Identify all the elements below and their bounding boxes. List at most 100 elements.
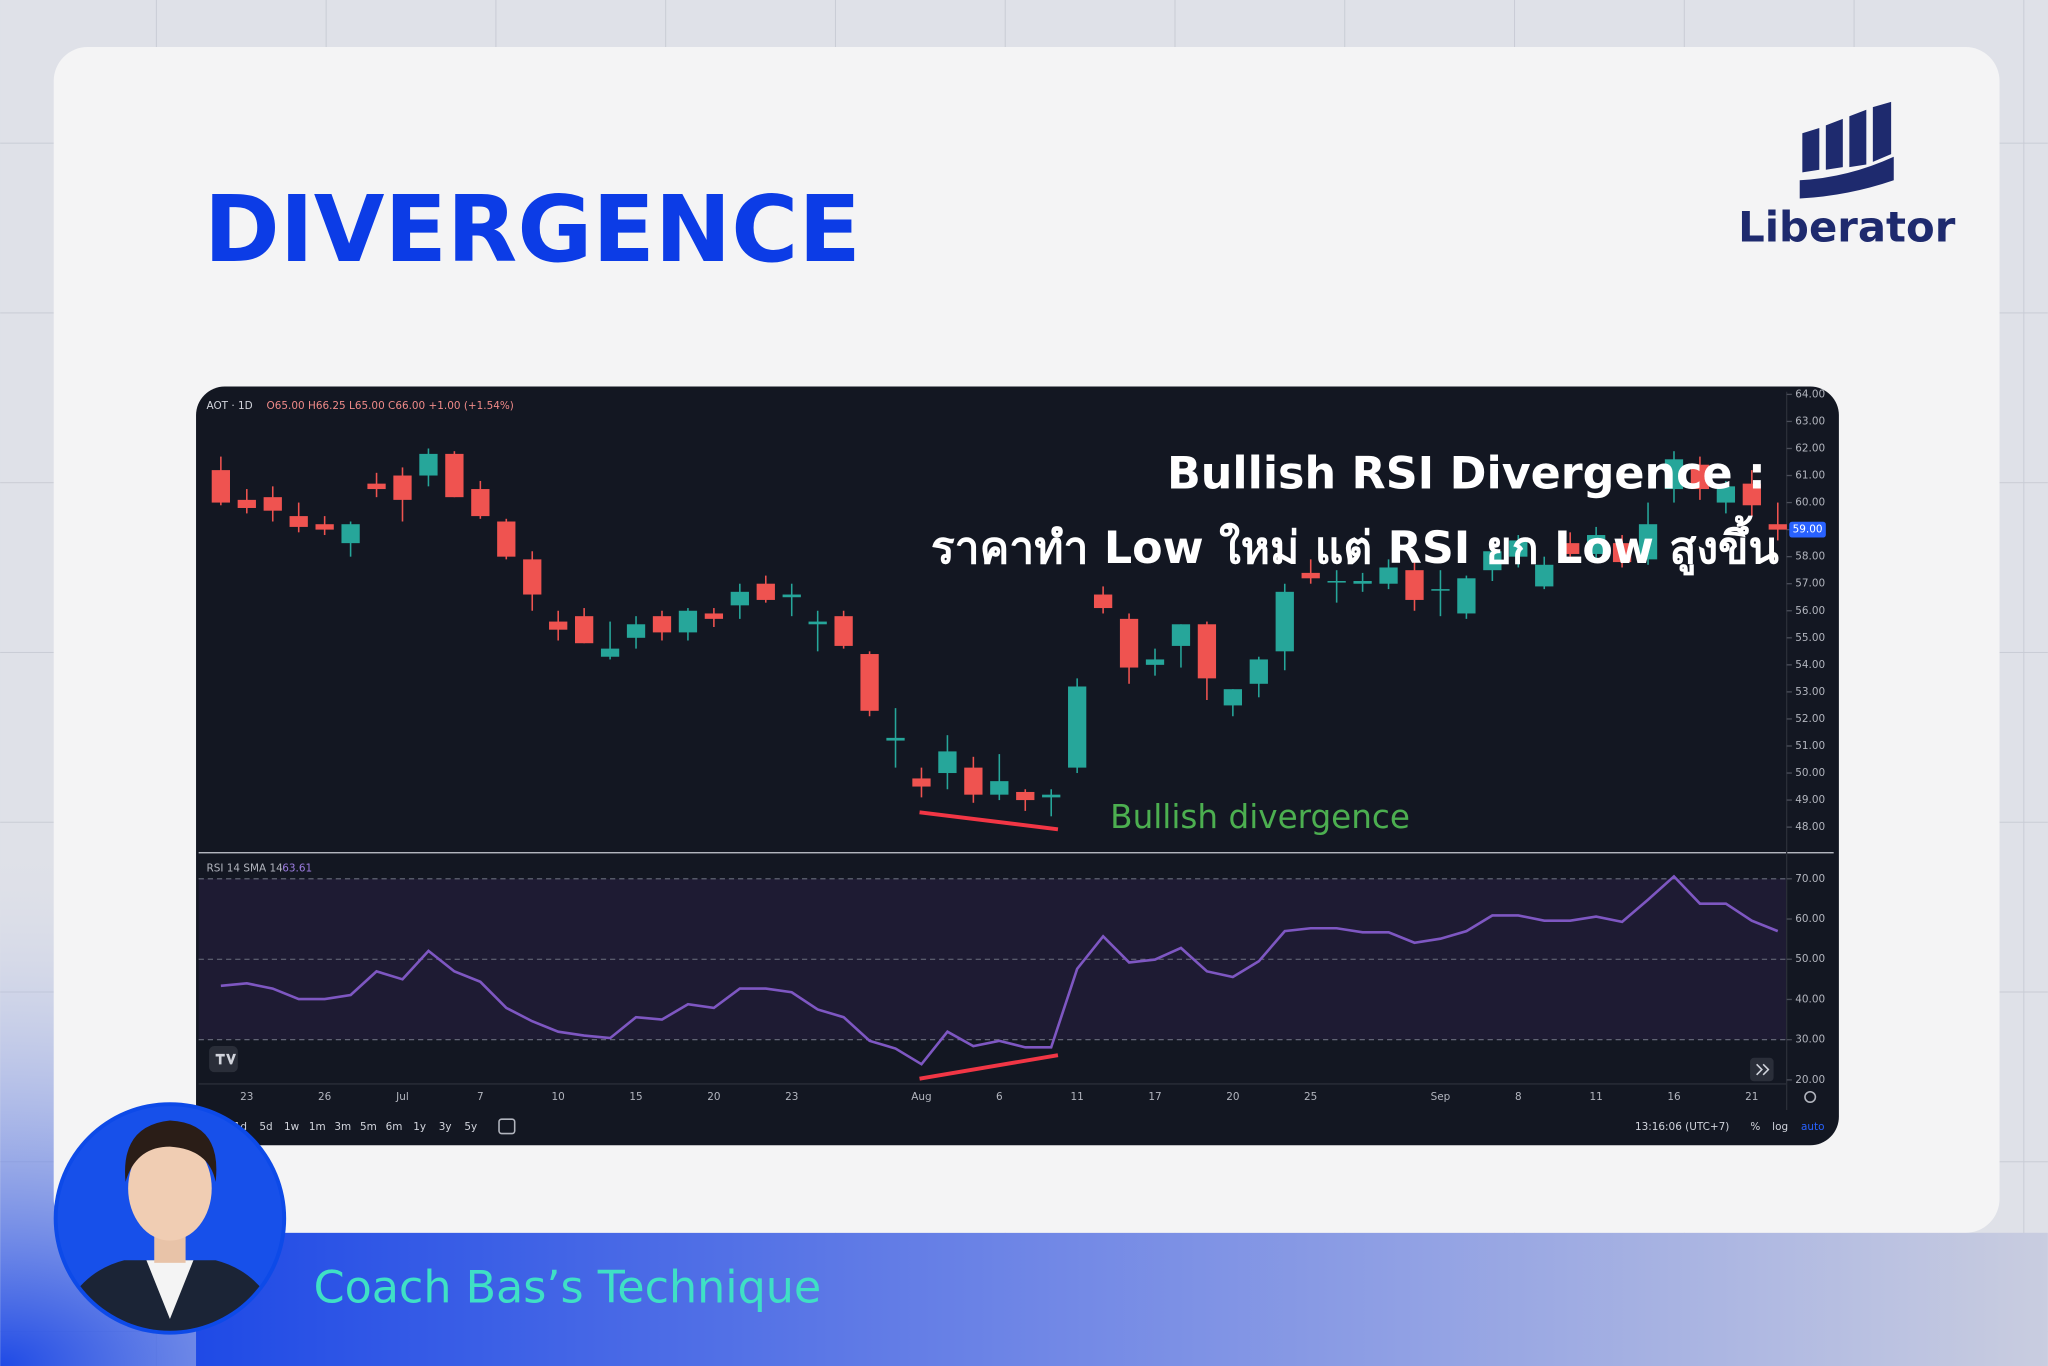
rsi-band-fill bbox=[198, 878, 1787, 1040]
range-button[interactable]: 5m bbox=[360, 1121, 377, 1133]
candle-body bbox=[1379, 567, 1398, 584]
range-button[interactable]: 5y bbox=[464, 1121, 477, 1133]
candle-body bbox=[237, 499, 256, 508]
y-tick-label: 64.00 bbox=[1795, 388, 1825, 400]
candle-body bbox=[574, 616, 594, 644]
symbol-label: AOT · 1D bbox=[206, 400, 252, 412]
settings-icon[interactable] bbox=[1804, 1090, 1817, 1103]
x-tick-label: 25 bbox=[1304, 1091, 1317, 1103]
y-tick-label: 40.00 bbox=[1795, 993, 1825, 1005]
candle-body bbox=[1690, 464, 1710, 490]
candle-body bbox=[1275, 591, 1294, 652]
x-tick-label: Sep bbox=[1431, 1091, 1451, 1103]
scale-option[interactable]: % bbox=[1750, 1121, 1760, 1133]
rsi-value: 63.61 bbox=[282, 862, 312, 874]
candle-body bbox=[1586, 535, 1606, 554]
page-title: DIVERGENCE bbox=[204, 176, 861, 283]
rsi-title: RSI 14 SMA 14 bbox=[206, 862, 283, 874]
plot: 64.00 63.00 62.00 61.00 60.00 59.00 58.00 57.00… bbox=[198, 388, 1826, 1103]
x-tick-label: 11 bbox=[1589, 1091, 1602, 1103]
logo-mark bbox=[1799, 101, 1894, 199]
caption-band bbox=[196, 1232, 2048, 1366]
scroll-icon bbox=[1756, 1063, 1770, 1076]
x-tick-label: 8 bbox=[1515, 1091, 1522, 1103]
candle-body bbox=[1561, 543, 1580, 554]
candle-body bbox=[341, 524, 360, 544]
candle-body bbox=[1535, 564, 1554, 587]
date-range-icon[interactable] bbox=[498, 1118, 516, 1135]
range-button[interactable]: 3m bbox=[334, 1121, 351, 1133]
y-tick-label: 50.00 bbox=[1795, 953, 1825, 965]
y-tick-label: 54.00 bbox=[1795, 659, 1825, 671]
candle-body bbox=[1068, 686, 1087, 768]
tv-logo-glyph bbox=[215, 1053, 237, 1065]
candle-body bbox=[315, 524, 334, 530]
candle-body bbox=[1457, 578, 1476, 614]
x-tick-label: Jul bbox=[395, 1091, 409, 1103]
scale-option[interactable]: auto bbox=[1801, 1121, 1825, 1133]
candle-body bbox=[782, 594, 801, 598]
y-tick-label: 57.00 bbox=[1795, 578, 1825, 590]
x-tick-label: 15 bbox=[629, 1091, 642, 1103]
candle-body bbox=[263, 497, 282, 511]
last-price-label: 59.00 bbox=[1793, 524, 1823, 536]
candle-body bbox=[600, 648, 620, 657]
candle-body bbox=[626, 624, 646, 638]
annotation-thai: ราคาทำ Low ใหม่ แต่ RSI ยก Low สูงขึ้น bbox=[931, 515, 1779, 576]
candle-body bbox=[1638, 524, 1658, 560]
scale-option[interactable]: log bbox=[1772, 1121, 1788, 1133]
candle-body bbox=[1716, 486, 1736, 503]
candle-body bbox=[912, 778, 931, 787]
candle-body bbox=[1119, 618, 1139, 668]
candle-body bbox=[1016, 791, 1035, 801]
candle-body bbox=[393, 475, 412, 500]
range-button[interactable]: 1y bbox=[413, 1121, 426, 1133]
y-tick-label: 52.00 bbox=[1795, 713, 1825, 725]
candle-body bbox=[211, 470, 230, 503]
y-tick-label: 49.00 bbox=[1795, 794, 1825, 806]
rsi-divergence-line bbox=[919, 1053, 1059, 1081]
candle-body bbox=[549, 621, 568, 630]
range-button[interactable]: 3y bbox=[439, 1121, 452, 1133]
x-tick-label: 23 bbox=[240, 1091, 253, 1103]
x-tick-label: 21 bbox=[1745, 1091, 1758, 1103]
y-tick-label: 60.00 bbox=[1795, 497, 1825, 509]
candle-body bbox=[1431, 589, 1450, 591]
candle-body bbox=[652, 616, 672, 633]
y-tick-label: 30.00 bbox=[1795, 1034, 1825, 1046]
candle-body bbox=[367, 483, 386, 490]
x-tick-label: 17 bbox=[1148, 1091, 1161, 1103]
candle-body bbox=[704, 613, 724, 619]
y-tick-label: 50.00 bbox=[1795, 767, 1825, 779]
candle-body bbox=[471, 489, 490, 517]
range-button[interactable]: 1m bbox=[309, 1121, 326, 1133]
candle-body bbox=[678, 610, 698, 633]
ohlc-label: O65.00 H66.25 L65.00 C66.00 +1.00 (+1.54… bbox=[267, 400, 514, 412]
candle-body bbox=[1405, 570, 1424, 600]
y-tick-label: 61.00 bbox=[1795, 470, 1825, 482]
x-tick-label: 11 bbox=[1071, 1091, 1084, 1103]
candle-body bbox=[1353, 581, 1372, 584]
candle-body bbox=[523, 559, 542, 595]
candle-body bbox=[938, 751, 957, 774]
y-tick-label: 70.00 bbox=[1795, 873, 1825, 885]
y-tick-label: 53.00 bbox=[1795, 686, 1825, 698]
logo-text: Liberator bbox=[1738, 203, 1956, 252]
annotation-heading: Bullish RSI Divergence : bbox=[1167, 449, 1766, 500]
candle-body bbox=[1327, 581, 1346, 583]
candle-body bbox=[1768, 524, 1787, 530]
range-button[interactable]: 6m bbox=[386, 1121, 403, 1133]
candle-body bbox=[886, 737, 905, 741]
candle-body bbox=[834, 616, 853, 646]
candle-body bbox=[756, 583, 775, 600]
candle-body bbox=[445, 453, 464, 498]
candle-body bbox=[730, 591, 749, 606]
candle-body bbox=[1664, 459, 1684, 490]
range-button[interactable]: 5d bbox=[259, 1121, 272, 1133]
candle-body bbox=[1612, 543, 1632, 563]
y-tick-label: 58.00 bbox=[1795, 551, 1825, 563]
range-button[interactable]: 1w bbox=[284, 1121, 300, 1133]
caption: Coach Bas’s Technique bbox=[314, 1262, 822, 1313]
x-tick-label: 26 bbox=[318, 1091, 331, 1103]
